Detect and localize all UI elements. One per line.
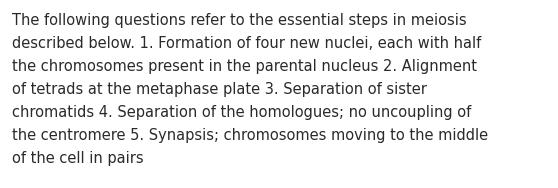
Text: The following questions refer to the essential steps in meiosis: The following questions refer to the ess… (12, 13, 467, 28)
Text: of the cell in pairs: of the cell in pairs (12, 151, 144, 166)
Text: of tetrads at the metaphase plate 3. Separation of sister: of tetrads at the metaphase plate 3. Sep… (12, 82, 427, 97)
Text: chromatids 4. Separation of the homologues; no uncoupling of: chromatids 4. Separation of the homologu… (12, 105, 472, 120)
Text: described below. 1. Formation of four new nuclei, each with half: described below. 1. Formation of four ne… (12, 36, 482, 51)
Text: the centromere 5. Synapsis; chromosomes moving to the middle: the centromere 5. Synapsis; chromosomes … (12, 128, 488, 143)
Text: the chromosomes present in the parental nucleus 2. Alignment: the chromosomes present in the parental … (12, 59, 477, 74)
